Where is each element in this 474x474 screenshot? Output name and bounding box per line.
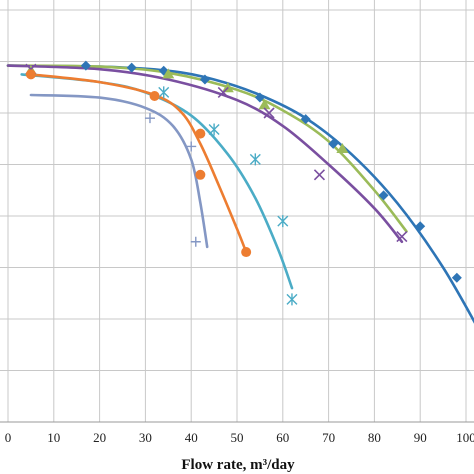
- series-1-point: [199, 74, 210, 85]
- series-1-point: [328, 138, 339, 149]
- x-tick-label: 40: [185, 430, 198, 445]
- series-1-point: [254, 92, 265, 103]
- series-2-point: [258, 99, 271, 110]
- series-3-point: [313, 169, 326, 181]
- x-tick-label: 80: [368, 430, 381, 445]
- x-tick-labels: 0 10 20 30 40 50 60 70 80 90 100: [5, 430, 474, 445]
- x-tick-label: 30: [139, 430, 152, 445]
- series-4-point: [286, 293, 298, 306]
- series-5-point: [149, 91, 160, 102]
- series-3-point: [396, 231, 408, 243]
- series-6-point: [190, 236, 201, 247]
- series-5-point: [195, 169, 206, 180]
- series-2-point: [162, 68, 175, 79]
- series-5-point: [25, 69, 36, 80]
- x-tick-label: 50: [231, 430, 244, 445]
- x-tick-label: 100: [456, 430, 474, 445]
- x-tick-label: 20: [93, 430, 106, 445]
- x-tick-label: 70: [322, 430, 335, 445]
- series-1-point: [415, 221, 426, 232]
- series-5-point: [195, 128, 206, 139]
- x-axis-label: Flow rate, m³/day: [181, 457, 295, 473]
- series-1-point: [378, 190, 389, 201]
- series-6-curve: [29, 93, 209, 249]
- x-tick-label: 90: [414, 430, 427, 445]
- series-1-point: [451, 272, 462, 283]
- series-4-point: [158, 86, 170, 99]
- series-5-point: [241, 247, 252, 258]
- series-3-curve: [6, 64, 404, 244]
- series-4-point: [208, 123, 220, 136]
- series-3-point: [217, 86, 229, 98]
- chart-grid: [0, 0, 474, 423]
- series-1-point: [80, 60, 91, 71]
- series-3-point: [263, 107, 275, 119]
- series-2-curve: [6, 64, 408, 233]
- series-curves: [6, 64, 474, 324]
- series-4-point: [249, 153, 261, 166]
- series-1-point: [126, 62, 137, 73]
- x-tick-label: 60: [276, 430, 289, 445]
- series-1-point: [300, 114, 311, 125]
- series-4-point: [277, 215, 289, 228]
- series-6-point: [144, 113, 155, 124]
- series-1-curve: [6, 64, 474, 324]
- series-2-point: [336, 143, 349, 154]
- x-tick-label: 10: [47, 430, 60, 445]
- series-5-curve: [29, 73, 248, 254]
- x-tick-label: 0: [5, 430, 12, 445]
- series-6-point: [186, 141, 197, 152]
- series-markers: [24, 60, 462, 306]
